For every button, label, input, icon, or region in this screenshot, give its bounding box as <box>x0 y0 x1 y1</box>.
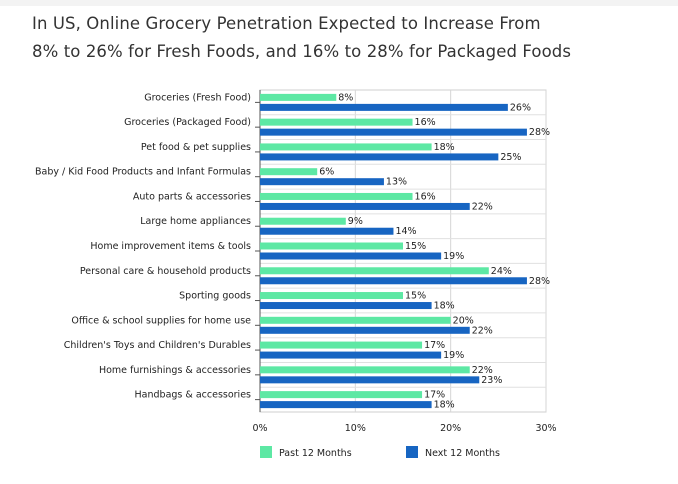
data-label: 15% <box>405 241 426 252</box>
bar-past-12-months <box>260 391 423 399</box>
x-tick-label: 10% <box>345 423 366 434</box>
category-label: Office & school supplies for home use <box>71 315 251 326</box>
bar-past-12-months <box>260 292 403 300</box>
data-label: 26% <box>510 102 531 113</box>
legend-swatch-next <box>406 446 418 458</box>
data-label: 28% <box>529 127 550 138</box>
data-label: 28% <box>529 276 550 287</box>
bar-next-12-months <box>260 401 432 409</box>
bar-next-12-months <box>260 153 499 161</box>
bar-past-12-months <box>260 217 346 225</box>
bar-past-12-months <box>260 242 403 250</box>
data-label: 23% <box>481 375 502 386</box>
data-label: 17% <box>424 340 445 351</box>
data-label: 8% <box>338 92 353 103</box>
bar-next-12-months <box>260 227 394 235</box>
data-label: 19% <box>443 350 464 361</box>
bar-next-12-months <box>260 326 470 334</box>
bar-next-12-months <box>260 103 508 111</box>
legend-label: Past 12 Months <box>279 448 352 459</box>
data-label: 9% <box>348 216 363 227</box>
category-label: Children's Toys and Children's Durables <box>64 340 251 351</box>
x-tick-label: 0% <box>252 423 267 434</box>
category-label: Handbags & accessories <box>135 390 252 401</box>
category-label: Sporting goods <box>179 291 251 302</box>
data-label: 24% <box>491 266 512 277</box>
data-label: 18% <box>434 301 455 312</box>
data-label: 14% <box>395 226 416 237</box>
bar-next-12-months <box>260 302 432 310</box>
data-label: 6% <box>319 167 334 178</box>
data-label: 16% <box>415 191 436 202</box>
bar-past-12-months <box>260 316 451 324</box>
plot-area <box>259 89 547 413</box>
data-label: 22% <box>472 365 493 376</box>
data-label: 18% <box>434 400 455 411</box>
data-label: 15% <box>405 291 426 302</box>
bar-past-12-months <box>260 93 337 101</box>
data-label: 13% <box>386 177 407 188</box>
category-label: Groceries (Fresh Food) <box>144 92 251 103</box>
bar-next-12-months <box>260 252 442 260</box>
data-label: 25% <box>500 152 521 163</box>
bar-next-12-months <box>260 376 480 384</box>
bar-next-12-months <box>260 128 527 136</box>
data-label: 20% <box>453 315 474 326</box>
bar-past-12-months <box>260 192 413 200</box>
data-label: 16% <box>415 117 436 128</box>
legend-label: Next 12 Months <box>425 448 500 459</box>
bar-past-12-months <box>260 168 318 176</box>
x-tick-label: 20% <box>440 423 461 434</box>
bar-next-12-months <box>260 178 384 186</box>
bar-next-12-months <box>260 277 527 285</box>
category-label: Auto parts & accessories <box>133 191 251 202</box>
data-label: 18% <box>434 142 455 153</box>
data-label: 17% <box>424 390 445 401</box>
category-label: Large home appliances <box>140 216 251 227</box>
category-label: Pet food & pet supplies <box>141 142 251 153</box>
category-label: Groceries (Packaged Food) <box>124 117 251 128</box>
data-label: 22% <box>472 325 493 336</box>
top-strip <box>0 0 678 6</box>
bar-past-12-months <box>260 267 489 275</box>
category-label: Home furnishings & accessories <box>99 365 251 376</box>
bar-past-12-months <box>260 341 423 349</box>
chart-title: In US, Online Grocery Penetration Expect… <box>32 14 572 61</box>
category-label: Personal care & household products <box>80 266 251 277</box>
bar-next-12-months <box>260 351 442 359</box>
bar-next-12-months <box>260 202 470 210</box>
bar-past-12-months <box>260 366 470 374</box>
data-label: 19% <box>443 251 464 262</box>
category-label: Baby / Kid Food Products and Infant Form… <box>35 167 251 178</box>
legend-swatch-past <box>260 446 272 458</box>
category-label: Home improvement items & tools <box>90 241 251 252</box>
data-label: 22% <box>472 201 493 212</box>
x-tick-label: 30% <box>535 423 556 434</box>
bar-past-12-months <box>260 143 432 151</box>
bar-past-12-months <box>260 118 413 126</box>
